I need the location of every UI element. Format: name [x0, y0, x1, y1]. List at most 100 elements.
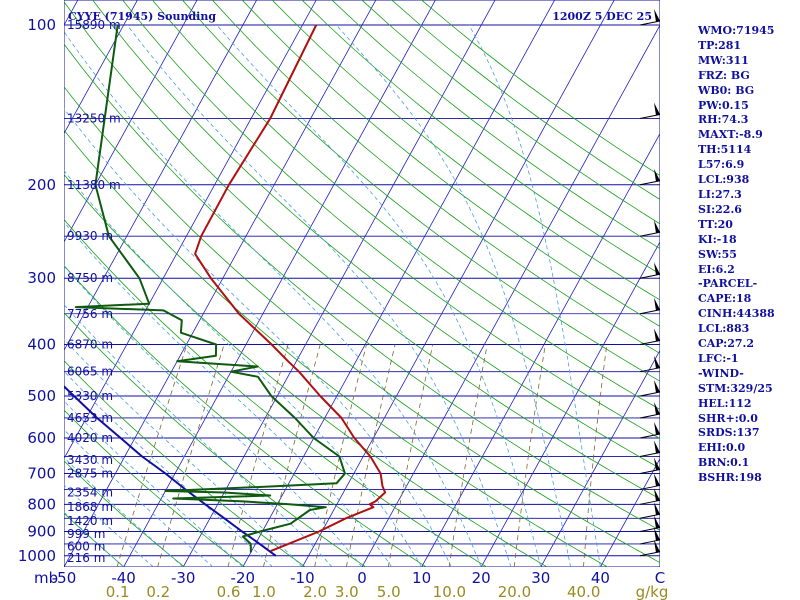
wind-barb-flag — [654, 488, 660, 502]
pressure-unit-label: mb — [34, 569, 58, 587]
height-label: 2875 m — [67, 467, 113, 481]
temperature-tick-label: -10 — [290, 569, 315, 587]
height-label: 1420 m — [67, 514, 113, 528]
wind-barb-flag — [654, 297, 660, 311]
index-entry: HEL:112 — [698, 396, 752, 410]
height-label: 2354 m — [67, 485, 113, 499]
wind-barb-flag — [654, 422, 660, 436]
wind-barb-flag — [654, 102, 660, 116]
profiles — [64, 24, 387, 557]
mixing-ratio-line — [227, 344, 289, 567]
dry-adiabat — [64, 460, 185, 567]
index-entry: BSHR:198 — [698, 471, 762, 485]
dry-adiabat — [271, 0, 660, 301]
isotherm-line — [64, 0, 198, 243]
pressure-tick-label: 700 — [27, 465, 56, 483]
index-entry: SRDS:137 — [698, 426, 760, 440]
index-entry: SI:22.6 — [698, 202, 742, 216]
temperature-tick-label: 0 — [357, 569, 367, 587]
index-entry: CAPE:18 — [698, 292, 752, 306]
mixing-ratio-line — [116, 344, 188, 567]
pressure-tick-label: 900 — [27, 522, 56, 540]
mixing-ratio-tick-label: 0.1 — [106, 583, 130, 600]
isotherm-line — [242, 0, 556, 567]
chart-title: CYYE (71945) Sounding — [68, 10, 216, 23]
moist-adiabat — [468, 24, 601, 567]
dry-adiabat — [64, 1, 660, 500]
pressure-tick-label: 500 — [27, 387, 56, 405]
index-entry: LI:27.3 — [698, 187, 742, 201]
index-entry: LFC:-1 — [698, 351, 739, 365]
height-label: 4653 m — [67, 411, 113, 425]
index-entry: SHR+:0.0 — [698, 411, 758, 425]
temperature-tick-label: 30 — [531, 569, 550, 587]
dry-adiabat — [211, 0, 660, 354]
dry-adiabat — [0, 0, 3, 567]
moist-adiabat — [64, 221, 393, 567]
index-entry: STM:329/25 — [698, 381, 773, 395]
mixing-ratio-line — [263, 344, 321, 567]
height-label: 4020 m — [67, 431, 113, 445]
temperature-tick-label: 20 — [472, 569, 491, 587]
mixing-ratio-tick-label: 5.0 — [377, 583, 401, 600]
index-entry: SW:55 — [698, 247, 737, 261]
height-label: 6065 m — [67, 365, 113, 379]
moist-adiabat — [64, 400, 244, 567]
mixing-ratio-line — [513, 344, 546, 567]
height-label: 11380 m — [67, 178, 121, 192]
height-label: 999 m — [67, 527, 105, 541]
background-lines — [0, 0, 660, 567]
pressure-tick-label: 300 — [27, 269, 56, 287]
moist-adiabat — [126, 24, 512, 567]
pressure-tick-label: 600 — [27, 429, 56, 447]
mixing-ratio-line — [345, 344, 396, 567]
isotherm-line — [361, 24, 660, 567]
isotherm-line — [540, 349, 660, 567]
pressure-tick-label: 400 — [27, 336, 56, 354]
wind-barb-flag — [654, 502, 660, 516]
wind-barb-flag — [654, 328, 660, 342]
dry-adiabat — [64, 409, 246, 567]
height-label: 216 m — [67, 551, 105, 565]
mixing-ratio-tick-label: 2.0 — [303, 583, 327, 600]
moist-adiabat — [64, 170, 422, 567]
isotherm-line — [64, 0, 138, 135]
mixing-ratio-line — [314, 344, 367, 567]
index-entry: CINH:44388 — [698, 307, 775, 321]
isotherm-line — [302, 0, 615, 567]
dry-adiabat — [181, 0, 660, 382]
mixing-ratio-tick-label: 3.0 — [335, 583, 359, 600]
dry-adiabat — [331, 0, 660, 250]
moist-adiabat — [335, 24, 571, 567]
dry-adiabat — [64, 311, 367, 567]
isotherm-line — [64, 0, 79, 27]
height-label: 6870 m — [67, 338, 113, 352]
dry-adiabat — [64, 43, 660, 531]
wind-barb-flag — [654, 515, 660, 529]
temperature-tick-label: -40 — [111, 569, 136, 587]
mixing-ratio-tick-label: 20.0 — [498, 583, 531, 600]
index-entry: MAXT:-8.9 — [698, 128, 763, 142]
mixing-ratio-tick-label: 0.6 — [217, 583, 241, 600]
mixing-ratio-tick-label: 40.0 — [567, 583, 600, 600]
index-entry: PW:0.15 — [698, 98, 749, 112]
temperature-tick-label: C — [655, 569, 665, 587]
index-entry: EI:6.2 — [698, 262, 735, 276]
dry-adiabat — [64, 129, 608, 567]
index-entry: TH:5114 — [698, 143, 752, 157]
pressure-tick-label: 200 — [27, 176, 56, 194]
moist-adiabat — [64, 338, 303, 567]
index-entry: TP:281 — [698, 38, 742, 52]
dry-adiabat — [241, 0, 660, 327]
moist-adiabat — [64, 429, 214, 567]
height-label: 8750 m — [67, 271, 113, 285]
moist-adiabat — [64, 30, 482, 567]
temperature-tick-label: -50 — [52, 569, 77, 587]
wind-barbs — [639, 9, 661, 557]
wind-barb-flag — [654, 168, 660, 182]
index-entry: RH:74.3 — [698, 113, 749, 127]
wind-barb-flag — [654, 9, 660, 22]
sounding-indices: WMO:71945 TP:281 MW:311 FRZ: BG WB0: BG PW:0.… — [698, 24, 775, 486]
wind-barb-flag — [654, 220, 660, 234]
moist-adiabat — [64, 304, 333, 567]
